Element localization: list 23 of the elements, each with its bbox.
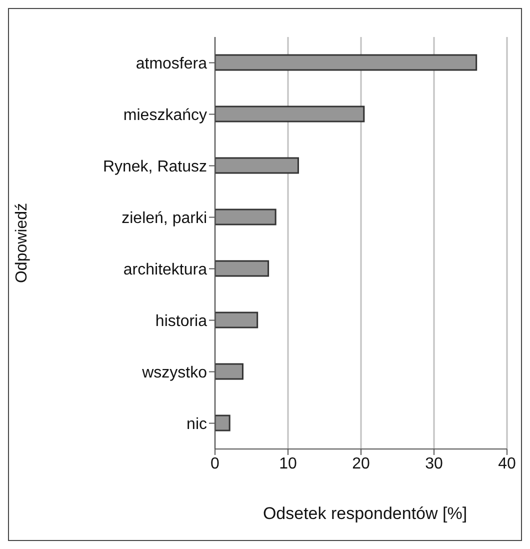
x-tick-label: 40 <box>498 455 516 472</box>
y-tick-label: mieszkańcy <box>123 106 207 124</box>
bar <box>215 54 478 71</box>
bar <box>215 106 365 122</box>
y-tick-label: atmosfera <box>136 55 208 72</box>
x-axis-title: Odsetek respondentów [%] <box>262 504 468 524</box>
y-tick-label: historia <box>155 312 208 330</box>
bar <box>215 260 270 277</box>
bar <box>215 363 244 380</box>
x-tick-label: 30 <box>425 455 443 472</box>
y-tick-label: wszystko <box>141 364 208 382</box>
bar <box>215 208 276 226</box>
y-tick-label: nic <box>186 416 207 433</box>
bar <box>215 157 299 174</box>
x-tick-label: 20 <box>352 455 370 472</box>
y-axis-title: Odpowiedź <box>14 202 31 284</box>
bar <box>215 312 258 328</box>
x-tick-label: 10 <box>279 455 297 472</box>
y-tick-label: architektura <box>123 261 208 278</box>
x-tick-label: 0 <box>210 455 220 472</box>
y-tick-label: zieleń, parki <box>122 210 207 227</box>
y-tick-label: Rynek, Ratusz <box>102 158 207 176</box>
bar <box>215 414 230 432</box>
